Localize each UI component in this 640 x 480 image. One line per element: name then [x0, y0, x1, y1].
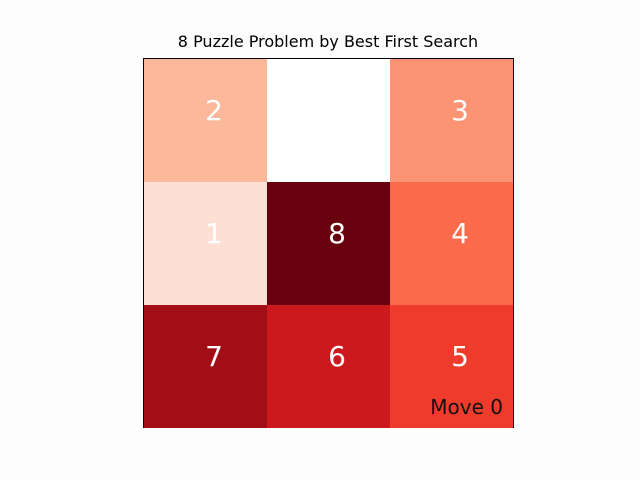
- tile-4[interactable]: 4: [390, 182, 513, 305]
- tile-number: 6: [328, 340, 346, 373]
- tile-number: 5: [451, 340, 469, 373]
- tile-empty[interactable]: [267, 59, 390, 182]
- puzzle-board: 2 3 1 8 4 7 6 5 Move 0: [143, 58, 514, 428]
- tile-number: 7: [205, 340, 223, 373]
- tile-3[interactable]: 3: [390, 59, 513, 182]
- tile-number: 3: [451, 94, 469, 127]
- tile-1[interactable]: 1: [144, 182, 267, 305]
- tile-number: 2: [205, 94, 223, 127]
- figure-title: 8 Puzzle Problem by Best First Search: [177, 32, 479, 51]
- tile-number: 8: [328, 217, 346, 250]
- tile-2[interactable]: 2: [144, 59, 267, 182]
- tile-number: [267, 59, 407, 163]
- tile-7[interactable]: 7: [144, 305, 267, 428]
- tile-5[interactable]: 5: [390, 305, 513, 428]
- tile-6[interactable]: 6: [267, 305, 390, 428]
- move-counter: Move 0: [430, 395, 503, 419]
- tile-number: 4: [451, 217, 469, 250]
- tile-number: 1: [205, 217, 223, 250]
- tile-8[interactable]: 8: [267, 182, 390, 305]
